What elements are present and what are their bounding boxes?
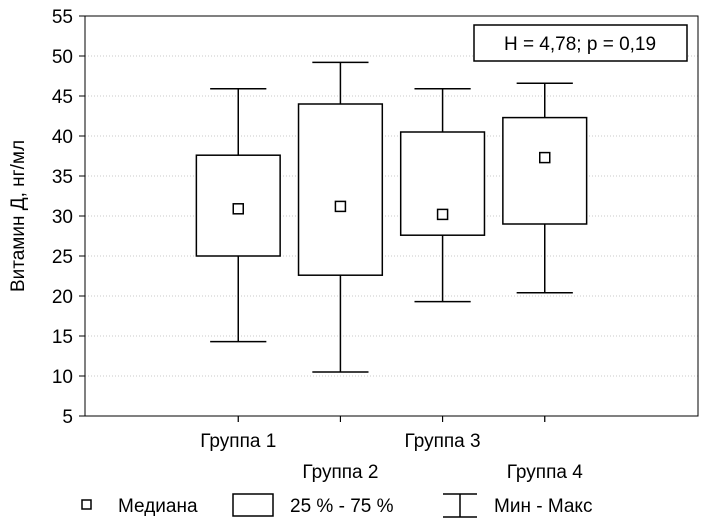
legend-whisker-marker [443,493,477,518]
box-2 [297,61,384,373]
y-tick-label: 20 [52,287,73,308]
median-marker [436,208,449,221]
x-tick-label: Группа 2 [302,462,378,483]
legend-box-marker [232,493,274,517]
stats-annotation-box: H = 4,78; p = 0,19 [473,24,688,62]
y-tick-label: 15 [52,327,73,348]
legend-box-label: 25 % - 75 % [290,496,394,517]
x-tick-label: Группа 1 [200,431,276,452]
box-series [195,61,588,373]
x-axis-ticks: Группа 1 Группа 2 Группа 3 Группа 4 [200,416,583,483]
box-4 [502,82,588,294]
legend-median-label: Медиана [118,496,198,517]
y-tick-label: 40 [52,127,73,148]
y-axis-label: Витамин Д, нг/мл [8,140,29,292]
median-marker [232,203,244,215]
box-3 [399,88,486,303]
x-tick-label: Группа 3 [405,431,481,452]
median-marker [539,151,551,164]
legend-whisker-label: Мин - Макс [494,496,592,517]
legend: Медиана 25 % - 75 % Мин - Макс [81,493,592,518]
iqr-box [297,103,384,276]
y-tick-label: 10 [52,367,73,388]
grid-lines [85,55,698,377]
y-tick-label: 25 [52,247,73,268]
x-tick-label: Группа 4 [507,462,583,483]
median-marker [334,200,347,213]
y-tick-label: 30 [52,207,73,228]
y-tick-label: 5 [62,407,73,428]
legend-median-marker [81,499,92,510]
y-axis-ticks: 5 10 15 20 25 30 35 40 45 50 55 [52,7,85,428]
y-tick-label: 45 [52,87,73,108]
y-tick-label: 50 [52,47,73,68]
iqr-box [502,116,588,225]
y-tick-label: 35 [52,167,73,188]
stats-annotation-text: H = 4,78; p = 0,19 [504,34,656,55]
y-tick-label: 55 [52,7,73,28]
box-1 [195,88,281,343]
